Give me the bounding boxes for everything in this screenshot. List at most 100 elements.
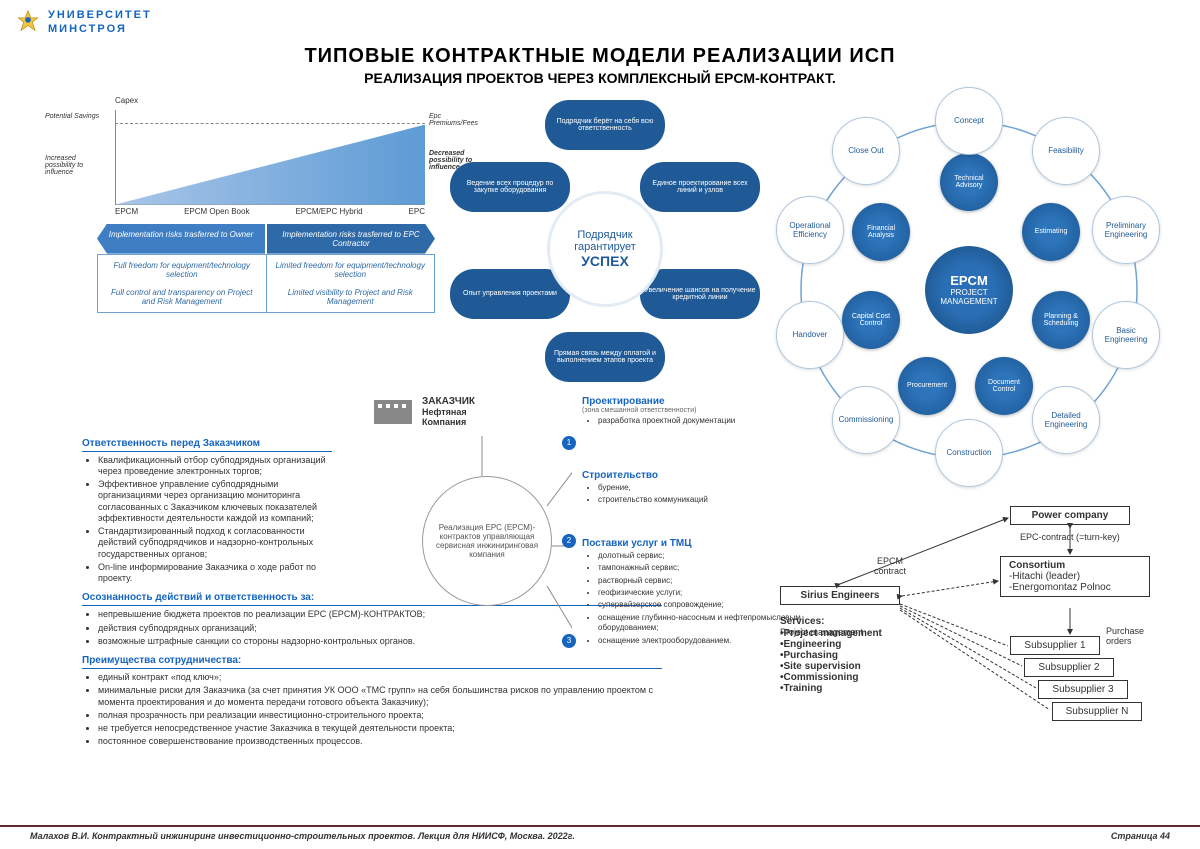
donut-panel: Подрядчик берёт на себя всю ответственно… [455,94,745,384]
donut-seg: Увеличение шансов на получение кредитной… [640,269,760,319]
building-icon [372,396,414,426]
wheel-outer: Construction [935,419,1003,487]
univ-line2: МИНСТРОЯ [48,22,152,36]
wheel-outer: Concept [935,87,1003,155]
donut-seg: Прямая связь между оплатой и выполнением… [545,332,665,382]
flow-arrows [780,506,1180,736]
svc-title: Поставки услуг и ТМЦ [582,538,812,549]
risk-arrow-left: Implementation risks trasferred to Owner [97,224,265,254]
svc-li: разработка проектной документации [598,416,812,426]
wheel-panel: EPCM PROJECT MANAGEMENT Technical Adviso… [770,91,1170,491]
bl-list1: Квалификационный отбор субподрядных орга… [82,455,332,585]
wheel-inner: Technical Advisory [940,153,998,211]
xtick: EPCM [115,207,138,216]
header: УНИВЕРСИТЕТ МИНСТРОЯ [0,0,1200,39]
text-blocks: Ответственность перед Заказчиком Квалифи… [82,436,332,585]
li: постоянное совершенствование производств… [98,736,662,747]
li: минимальные риски для Заказчика (за счет… [98,685,662,708]
footer-left: Малахов В.И. Контрактный инжиниринг инве… [30,831,575,841]
svc-sub: (зона смешанной ответственности) [582,407,812,414]
donut-seg: Опыт управления проектами [450,269,570,319]
wheel-inner: Capital Cost Control [842,291,900,349]
li: возможные штрафные санкции со стороны на… [98,636,662,647]
donut-seg: Ведение всех процедур по закупке оборудо… [450,162,570,212]
badge-3: 3 [562,634,576,648]
risk-box-right: Limited freedom for equipment/technology… [267,255,435,312]
wheel-outer: Operational Efficiency [776,196,844,264]
bl-h3: Преимущества сотрудничества: [82,653,662,669]
client-block: ЗАКАЗЧИК Нефтяная Компания [372,396,475,427]
wheel-outer: Feasibility [1032,117,1100,185]
wheel-center: EPCM PROJECT MANAGEMENT [925,246,1013,334]
li: On-line информирование Заказчика о ходе … [98,562,332,585]
title-block: ТИПОВЫЕ КОНТРАКТНЫЕ МОДЕЛИ РЕАЛИЗАЦИИ ИС… [0,45,1200,86]
page-title: ТИПОВЫЕ КОНТРАКТНЫЕ МОДЕЛИ РЕАЛИЗАЦИИ ИС… [0,45,1200,68]
wheel-outer: Close Out [832,117,900,185]
wheel-center-1: EPCM [950,273,988,288]
university-name: УНИВЕРСИТЕТ МИНСТРОЯ [48,8,152,37]
capex-panel: Capex Potential Savings Increased possib… [85,96,435,313]
li: Эффективное управление субподрядными орг… [98,479,332,524]
bl-list3: единый контракт «под ключ»; минимальные … [82,672,662,748]
li: Стандартизированный подход к согласованн… [98,526,332,560]
svc-2: Строительство бурение, строительство ком… [582,470,812,506]
svc-li: бурение, [598,483,812,493]
wheel-outer: Commissioning [832,386,900,454]
svc-li: строительство коммуникаций [598,495,812,505]
wheel-outer: Preliminary Engineering [1092,196,1160,264]
lbl-potential-savings: Potential Savings [45,113,105,120]
capex-triangle [115,125,425,205]
risk-arrows: Implementation risks trasferred to Owner… [97,224,435,254]
xtick: EPCM Open Book [184,207,249,216]
hub-connectors [392,426,572,686]
xtick: EPC [409,207,425,216]
li: не требуется непосредственное участие За… [98,723,662,734]
wheel-outer: Detailed Engineering [1032,386,1100,454]
dash-line [115,123,425,124]
wheel-outer: Handover [776,301,844,369]
page-subtitle: РЕАЛИЗАЦИЯ ПРОЕКТОВ ЧЕРЕЗ КОМПЛЕКСНЫЙ EP… [0,70,1200,86]
bl-h1: Ответственность перед Заказчиком [82,436,332,452]
svc-title: Строительство [582,470,812,481]
risk-box-left: Full freedom for equipment/technology se… [98,255,267,312]
footer: Малахов В.И. Контрактный инжиниринг инве… [0,825,1200,841]
donut-c3: УСПЕХ [581,253,629,269]
univ-line1: УНИВЕРСИТЕТ [48,8,152,22]
wheel-inner: Planning & Scheduling [1032,291,1090,349]
donut-seg: Подрядчик берёт на себя всю ответственно… [545,100,665,150]
svc-title: Проектирование [582,396,812,407]
capex-ylabel: Capex [115,96,435,105]
lbl-increased: Increased possibility to influence [45,155,105,176]
wheel-outer: Basic Engineering [1092,301,1160,369]
wheel-inner: Document Control [975,357,1033,415]
client-sub: Нефтяная Компания [422,407,475,427]
client-label: ЗАКАЗЧИК [422,396,475,407]
svc-3: Поставки услуг и ТМЦ долотный сервис; та… [582,538,812,646]
capex-xticks: EPCM EPCM Open Book EPCM/EPC Hybrid EPC [115,207,425,216]
donut-seg: Единое проектирование всех линий и узлов [640,162,760,212]
xtick: EPCM/EPC Hybrid [295,207,362,216]
badge-2: 2 [562,534,576,548]
services-column: Проектирование (зона смешанной ответстве… [582,396,812,656]
donut-center: Подрядчик гарантирует УСПЕХ [550,194,660,304]
li: непревышение бюджета проектов по реализа… [98,609,662,620]
wheel-inner: Financial Analysis [852,203,910,261]
donut-c1: Подрядчик [577,229,632,241]
wheel-inner: Procurement [898,357,956,415]
li: полная прозрачность при реализации инвес… [98,710,662,721]
txt2: Осознанность действий и ответственность … [82,590,662,747]
badge-1: 1 [562,436,576,450]
donut-c2: гарантирует [574,241,636,253]
risk-arrow-right: Implementation risks trasferred to EPC C… [267,224,435,254]
li: действия субподрядных организаций; [98,623,662,634]
bottom-left-panel: ЗАКАЗЧИК Нефтяная Компания Реализация EP… [82,396,732,750]
wheel-inner: Estimating [1022,203,1080,261]
emblem-icon [14,8,42,36]
capex-chart: Potential Savings Increased possibility … [115,105,425,205]
svc-1: Проектирование (зона смешанной ответстве… [582,396,812,426]
li: Квалификационный отбор субподрядных орга… [98,455,332,478]
li: единый контракт «под ключ»; [98,672,662,683]
bl-h2: Осознанность действий и ответственность … [82,590,662,606]
content-area: Capex Potential Savings Increased possib… [0,86,1200,806]
y-axis [115,110,116,205]
